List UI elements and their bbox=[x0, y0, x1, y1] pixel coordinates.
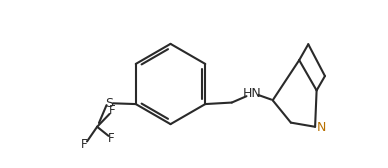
Text: HN: HN bbox=[243, 87, 262, 100]
Text: F: F bbox=[109, 104, 116, 117]
Text: F: F bbox=[81, 138, 88, 151]
Text: F: F bbox=[108, 132, 115, 145]
Text: N: N bbox=[316, 121, 326, 134]
Text: S: S bbox=[105, 97, 113, 110]
